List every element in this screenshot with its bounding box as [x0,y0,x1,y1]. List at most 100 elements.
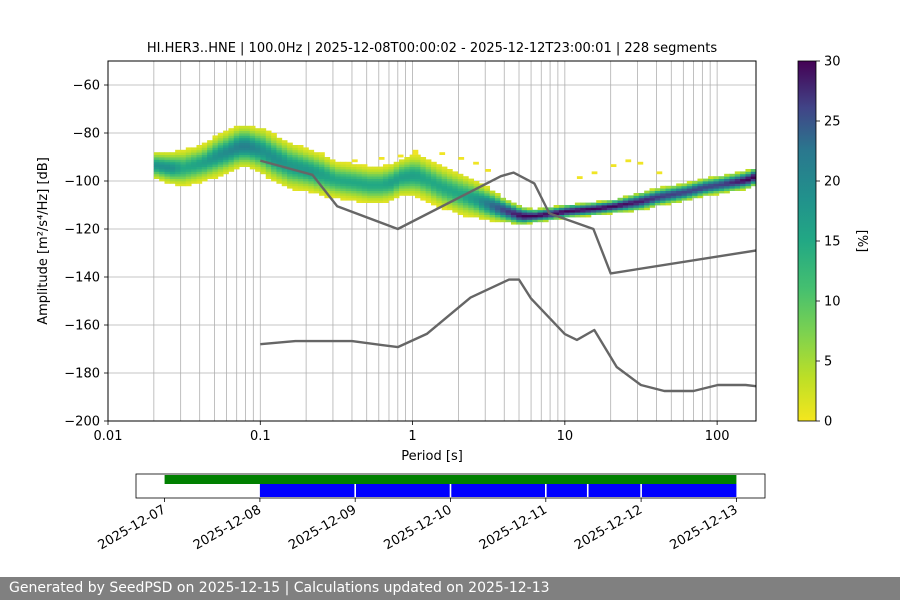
psd-cell [452,207,459,211]
psd-cell [319,188,325,191]
psd-cell [255,135,261,139]
psd-cell [313,152,320,155]
psd-cell [452,200,459,203]
psd-cell [185,154,192,158]
psd-cell [228,154,235,158]
psd-cell [532,214,538,218]
psd-cell [276,142,283,146]
psd-cell [553,212,560,215]
psd-cell [452,193,459,196]
psd-cell [377,166,384,170]
psd-cell [713,183,720,187]
psd-cell [185,181,192,184]
psd-cell [468,188,475,191]
psd-cell [473,195,480,199]
psd-cell [457,209,464,213]
psd-cell [287,185,293,189]
psd-cell [388,176,395,179]
psd-cell [740,173,746,177]
psd-outlier-cell [485,169,491,172]
psd-cell [239,159,245,163]
psd-cell [665,193,672,196]
psd-cell [484,202,491,206]
psd-cell [516,219,523,223]
psd-cell [708,188,714,191]
psd-cell [233,145,240,148]
psd-cell [436,178,443,182]
psd-cell [276,147,283,151]
psd-cell [388,181,395,184]
psd-cell [201,161,208,165]
psd-cell [489,195,496,199]
psd-cell [383,171,389,175]
psd-cell [692,193,698,196]
psd-cell [207,147,213,151]
psd-cell [393,176,400,179]
psd-cell [532,217,538,220]
psd-cell [489,207,496,211]
psd-cell [484,197,491,201]
psd-cell [292,188,299,191]
psd-cell [207,140,213,143]
psd-cell [308,164,315,167]
psd-cell [212,173,219,177]
psd-cell [697,181,704,184]
psd-cell [287,181,293,184]
psd-cell [377,171,384,175]
psd-cell [745,173,752,177]
psd-cell [569,207,576,211]
psd-cell [457,188,464,191]
psd-cell [612,209,618,213]
psd-cell [233,152,240,155]
psd-cell [457,183,464,187]
psd-cell [489,205,496,208]
psd-cell [308,161,315,165]
psd-cell [430,161,437,165]
psd-cell [494,212,501,215]
psd-cell [430,166,437,170]
psd-cell [516,212,523,215]
psd-cell [404,181,411,184]
psd-cell [564,207,570,211]
psd-cell [191,157,197,160]
psd-cell [249,152,256,155]
psd-cell [292,164,299,167]
grid-lines [107,61,756,422]
psd-cell [281,173,288,177]
psd-cell [175,178,181,182]
psd-cell [494,195,501,199]
psd-cell [207,169,213,172]
psd-cell [489,202,496,206]
psd-cell [196,169,203,172]
psd-cell [367,183,373,187]
psd-cell [255,128,261,131]
psd-cell [319,171,325,175]
psd-cell [292,154,299,158]
psd-cell [196,159,203,163]
psd-cell [244,133,251,136]
psd-cell [446,205,453,208]
psd-cell [260,149,267,153]
psd-cell [612,205,618,208]
psd-cell [462,176,469,179]
psd-cell [207,176,213,179]
psd-cell [361,169,368,172]
psd-cell [718,185,725,189]
psd-cell [510,209,517,213]
date-tick-label: 2025-12-09 [286,502,359,553]
psd-cell [260,145,267,148]
psd-cell [425,183,432,187]
psd-cell [281,152,288,155]
psd-cell [606,200,613,203]
psd-cell [356,171,363,175]
psd-cell [153,164,160,167]
psd-cell [329,195,336,199]
psd-cell [670,195,677,199]
psd-cell [233,125,240,129]
psd-cell [169,176,176,179]
psd-cell [191,171,197,175]
psd-cell [356,197,363,201]
psd-cell [628,205,634,208]
psd-cell [180,164,187,167]
psd-cell [676,190,682,194]
